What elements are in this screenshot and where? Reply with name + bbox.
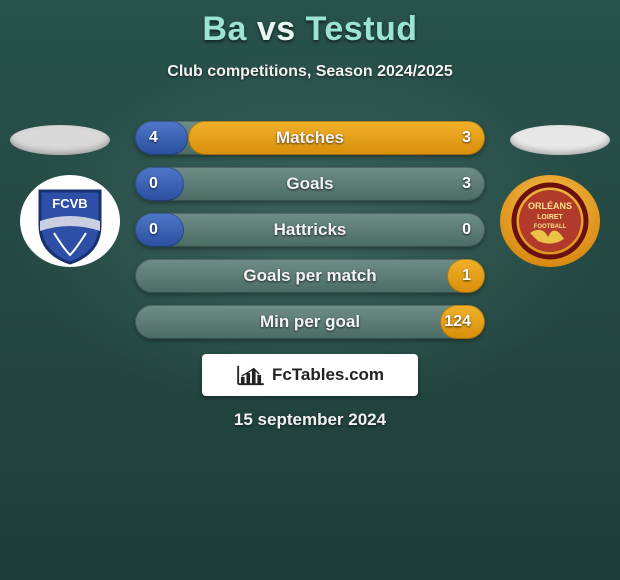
svg-text:ORLÉANS: ORLÉANS [528, 201, 572, 211]
svg-text:LOIRET: LOIRET [537, 214, 563, 221]
bar-chart-icon [236, 364, 266, 386]
badge-left-text: FCVB [52, 196, 87, 211]
title-right: Testud [306, 10, 418, 48]
date-line: 15 september 2024 [0, 410, 620, 430]
title-mid: vs [257, 10, 296, 48]
shield-icon: FCVB [20, 175, 120, 267]
stat-fill-right [440, 305, 486, 339]
title-left: Ba [202, 10, 246, 48]
stat-fill-right [447, 259, 486, 293]
stat-fill-right [188, 121, 486, 155]
stat-pill [135, 213, 485, 247]
stat-row: Matches43 [135, 121, 485, 155]
svg-text:FOOTBALL: FOOTBALL [534, 224, 567, 230]
brand-box[interactable]: FcTables.com [202, 354, 418, 396]
stat-fill-left [135, 167, 184, 201]
stat-row: Min per goal124 [135, 305, 485, 339]
stat-row: Hattricks00 [135, 213, 485, 247]
club-badge-left: FCVB [20, 175, 120, 267]
brand-text: FcTables.com [272, 365, 384, 385]
club-badge-right: ORLÉANS LOIRET FOOTBALL [500, 175, 600, 267]
stat-bars: Matches43 Goals03 Hattricks00 Goals per mat… [135, 121, 485, 351]
player-ellipse-left [10, 125, 110, 155]
stat-row: Goals per match1 [135, 259, 485, 293]
player-ellipse-right [510, 125, 610, 155]
stat-fill-left [135, 121, 188, 155]
stat-pill [135, 259, 485, 293]
subtitle: Club competitions, Season 2024/2025 [0, 63, 620, 81]
stat-fill-left [135, 213, 184, 247]
stat-pill [135, 167, 485, 201]
stat-row: Goals03 [135, 167, 485, 201]
crest-icon: ORLÉANS LOIRET FOOTBALL [500, 175, 600, 267]
stat-pill [135, 121, 485, 155]
stat-pill [135, 305, 485, 339]
comparison-card: Ba vs Testud Club competitions, Season 2… [0, 0, 620, 580]
page-title: Ba vs Testud [0, 0, 620, 49]
